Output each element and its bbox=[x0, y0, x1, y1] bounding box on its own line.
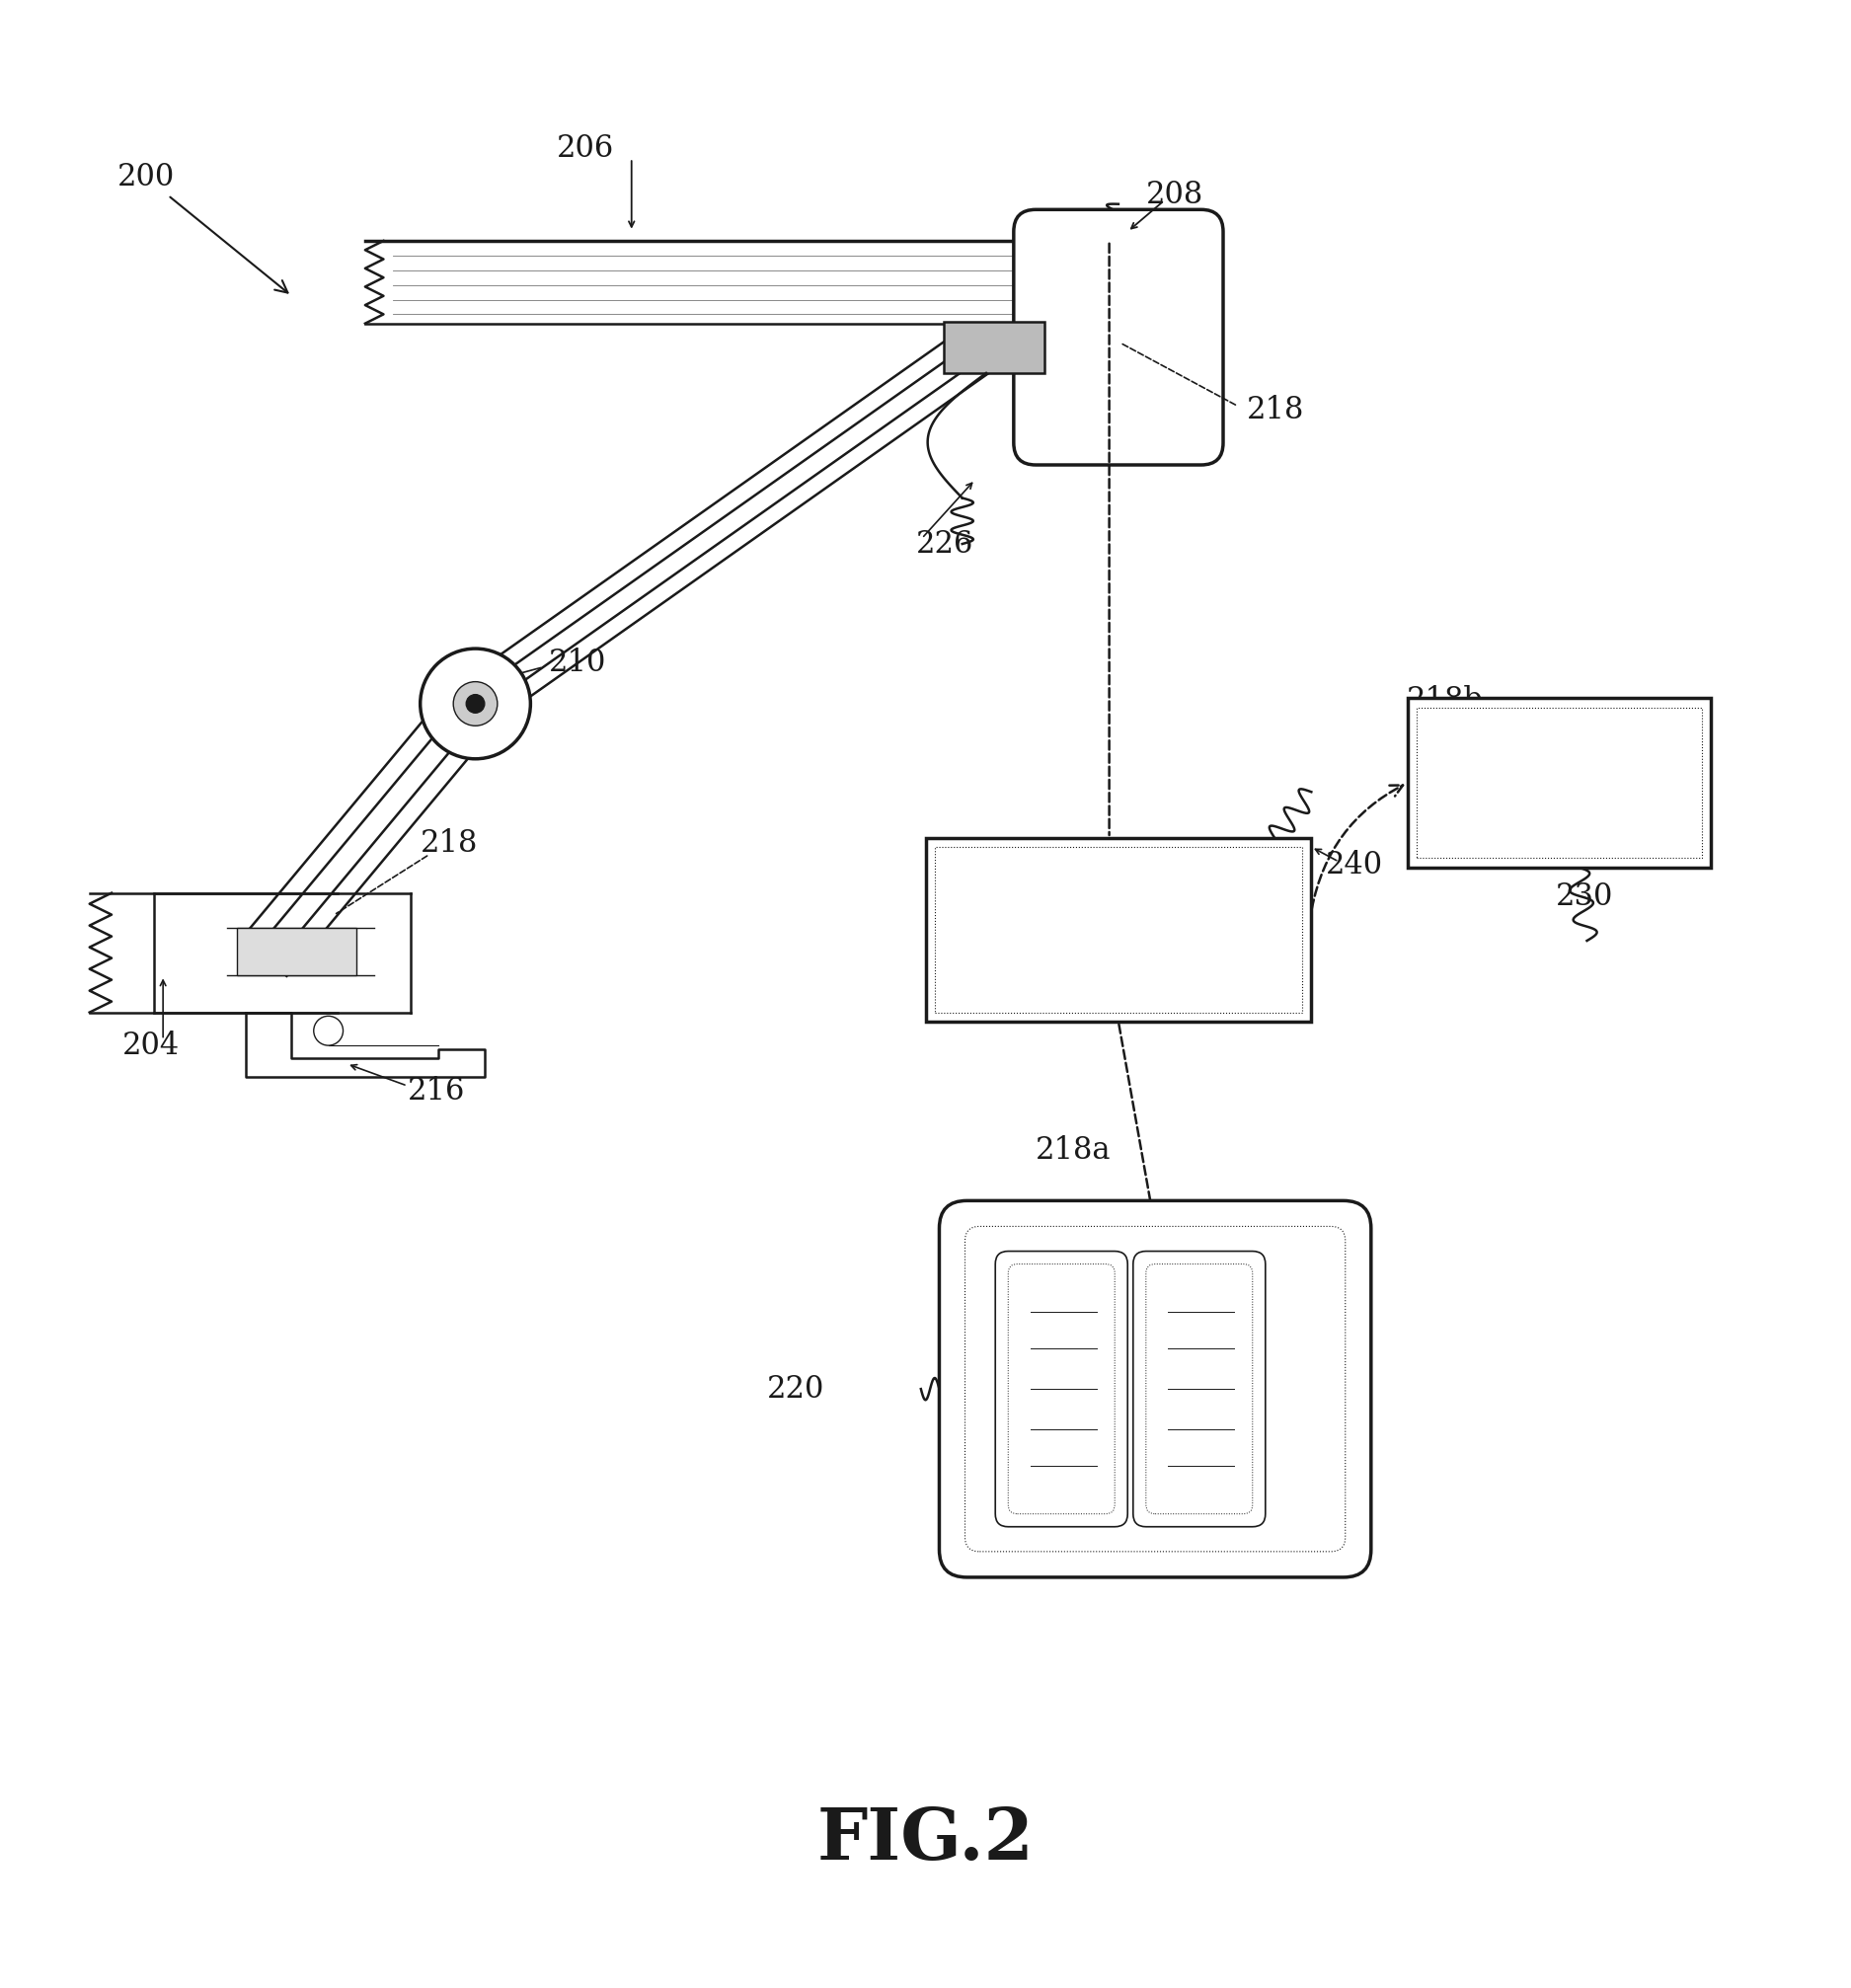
Text: 220: 220 bbox=[766, 1374, 824, 1404]
Text: POWER: POWER bbox=[1529, 740, 1590, 759]
Text: 208: 208 bbox=[1146, 179, 1203, 211]
Text: 218a: 218a bbox=[1037, 1135, 1111, 1165]
Bar bbox=[1409, 698, 1710, 867]
Bar bbox=[1418, 708, 1701, 859]
Text: MICRO: MICRO bbox=[1085, 883, 1151, 903]
Text: CONTROLLER: CONTROLLER bbox=[1053, 956, 1185, 976]
Bar bbox=[237, 928, 355, 976]
Text: FIG.2: FIG.2 bbox=[816, 1803, 1035, 1875]
Bar bbox=[935, 847, 1301, 1012]
Text: 216: 216 bbox=[407, 1076, 465, 1107]
Bar bbox=[926, 837, 1311, 1022]
Bar bbox=[944, 322, 1046, 374]
Text: 206: 206 bbox=[557, 133, 615, 165]
Circle shape bbox=[313, 1016, 342, 1046]
Text: 240: 240 bbox=[1325, 851, 1383, 881]
Text: 226: 226 bbox=[916, 529, 974, 559]
Text: 218: 218 bbox=[420, 829, 478, 859]
Circle shape bbox=[466, 694, 485, 714]
Text: SOURCE: SOURCE bbox=[1522, 805, 1597, 825]
Text: 210: 210 bbox=[550, 648, 607, 678]
Text: 230: 230 bbox=[1555, 881, 1614, 912]
Text: 218: 218 bbox=[1248, 394, 1305, 425]
FancyBboxPatch shape bbox=[938, 1201, 1372, 1576]
FancyBboxPatch shape bbox=[1133, 1250, 1266, 1527]
Circle shape bbox=[453, 682, 498, 726]
FancyBboxPatch shape bbox=[996, 1250, 1127, 1527]
Circle shape bbox=[420, 648, 531, 759]
Text: 218b: 218b bbox=[1407, 684, 1485, 716]
FancyBboxPatch shape bbox=[1014, 209, 1224, 465]
Text: 204: 204 bbox=[122, 1030, 180, 1062]
Text: 200: 200 bbox=[117, 161, 287, 292]
